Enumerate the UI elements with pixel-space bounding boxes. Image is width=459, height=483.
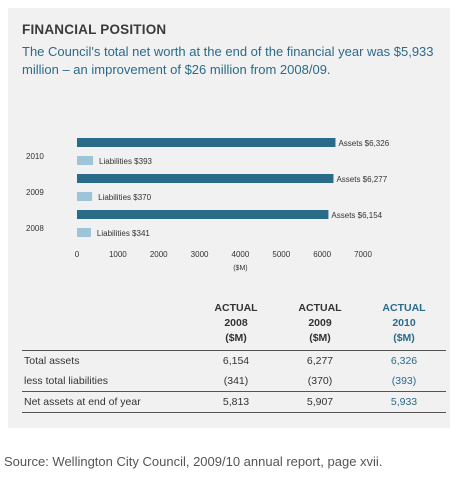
assets-bar xyxy=(77,174,334,183)
col-header-year: 2009 xyxy=(308,317,332,329)
row-label: Net assets at end of year xyxy=(22,391,194,413)
col-header-line: ACTUAL xyxy=(298,302,342,314)
section-heading: FINANCIAL POSITION xyxy=(22,22,167,37)
cell-value: (341) xyxy=(223,375,249,387)
financial-position-panel: FINANCIAL POSITION The Council's total n… xyxy=(8,8,450,428)
row-label: Total assets xyxy=(22,350,194,371)
liabilities-bar-label: Liabilities $393 xyxy=(99,157,152,166)
year-label: 2010 xyxy=(26,152,44,161)
assets-liabilities-chart: 2010 Assets $6,326 Liabilities $393 2009 Ass… xyxy=(26,138,390,272)
x-tick-label: 4000 xyxy=(232,250,250,259)
lead-paragraph: The Council's total net worth at the end… xyxy=(22,44,434,77)
assets-bar-label: Assets $6,326 xyxy=(338,139,389,148)
x-tick-label: 7000 xyxy=(354,250,372,259)
table-row: less total liabilities (341) (370) (393) xyxy=(22,371,446,392)
col-header-2009: ACTUAL 2009 ($M) xyxy=(278,301,362,351)
col-header-unit: ($M) xyxy=(393,332,415,344)
x-tick-label: 6000 xyxy=(313,250,331,259)
row-label: less total liabilities xyxy=(24,375,109,387)
cell-value: (370) xyxy=(307,375,333,387)
x-tick-label: 2000 xyxy=(150,250,168,259)
x-tick-label: 1000 xyxy=(109,250,127,259)
header-spacer xyxy=(22,301,194,351)
x-tick-label: 3000 xyxy=(191,250,209,259)
liabilities-bar xyxy=(77,156,94,165)
cell-value: 6,326 xyxy=(362,350,446,371)
x-tick-label: 5000 xyxy=(272,250,290,259)
col-header-2008: ACTUAL 2008 ($M) xyxy=(194,301,278,351)
liabilities-bar xyxy=(77,228,91,237)
assets-bar-label: Assets $6,154 xyxy=(331,211,382,220)
table-row: Net assets at end of year 5,813 5,907 5,… xyxy=(22,391,446,413)
year-label: 2009 xyxy=(26,188,44,197)
table-header-row: ACTUAL 2008 ($M) ACTUAL 2009 ($M) ACTUAL… xyxy=(22,301,446,351)
liabilities-bar-label: Liabilities $341 xyxy=(97,229,150,238)
assets-bar xyxy=(77,210,329,219)
table-row: Total assets 6,154 6,277 6,326 xyxy=(22,350,446,371)
liabilities-bar xyxy=(77,192,93,201)
cell-value: 6,154 xyxy=(194,350,278,371)
col-header-line: ACTUAL xyxy=(382,302,426,314)
cell-value: 5,907 xyxy=(278,391,362,413)
assets-bar-label: Assets $6,277 xyxy=(336,175,387,184)
col-header-unit: ($M) xyxy=(309,332,331,344)
assets-bar xyxy=(77,138,336,147)
col-header-year: 2008 xyxy=(224,317,248,329)
col-header-line: ACTUAL xyxy=(214,302,258,314)
x-axis-unit: ($M) xyxy=(233,265,247,272)
cell-value: 6,277 xyxy=(278,350,362,371)
financial-table: ACTUAL 2008 ($M) ACTUAL 2009 ($M) ACTUAL… xyxy=(22,301,446,413)
col-header-unit: ($M) xyxy=(225,332,247,344)
x-tick-label: 0 xyxy=(75,250,80,259)
cell-value: 5,813 xyxy=(194,391,278,413)
col-header-year: 2010 xyxy=(392,317,416,329)
year-label: 2008 xyxy=(26,224,44,233)
liabilities-bar-label: Liabilities $370 xyxy=(98,193,151,202)
source-caption: Source: Wellington City Council, 2009/10… xyxy=(4,454,383,469)
cell-value: (393) xyxy=(391,375,417,387)
col-header-2010: ACTUAL 2010 ($M) xyxy=(362,301,446,351)
cell-value: 5,933 xyxy=(362,391,446,413)
